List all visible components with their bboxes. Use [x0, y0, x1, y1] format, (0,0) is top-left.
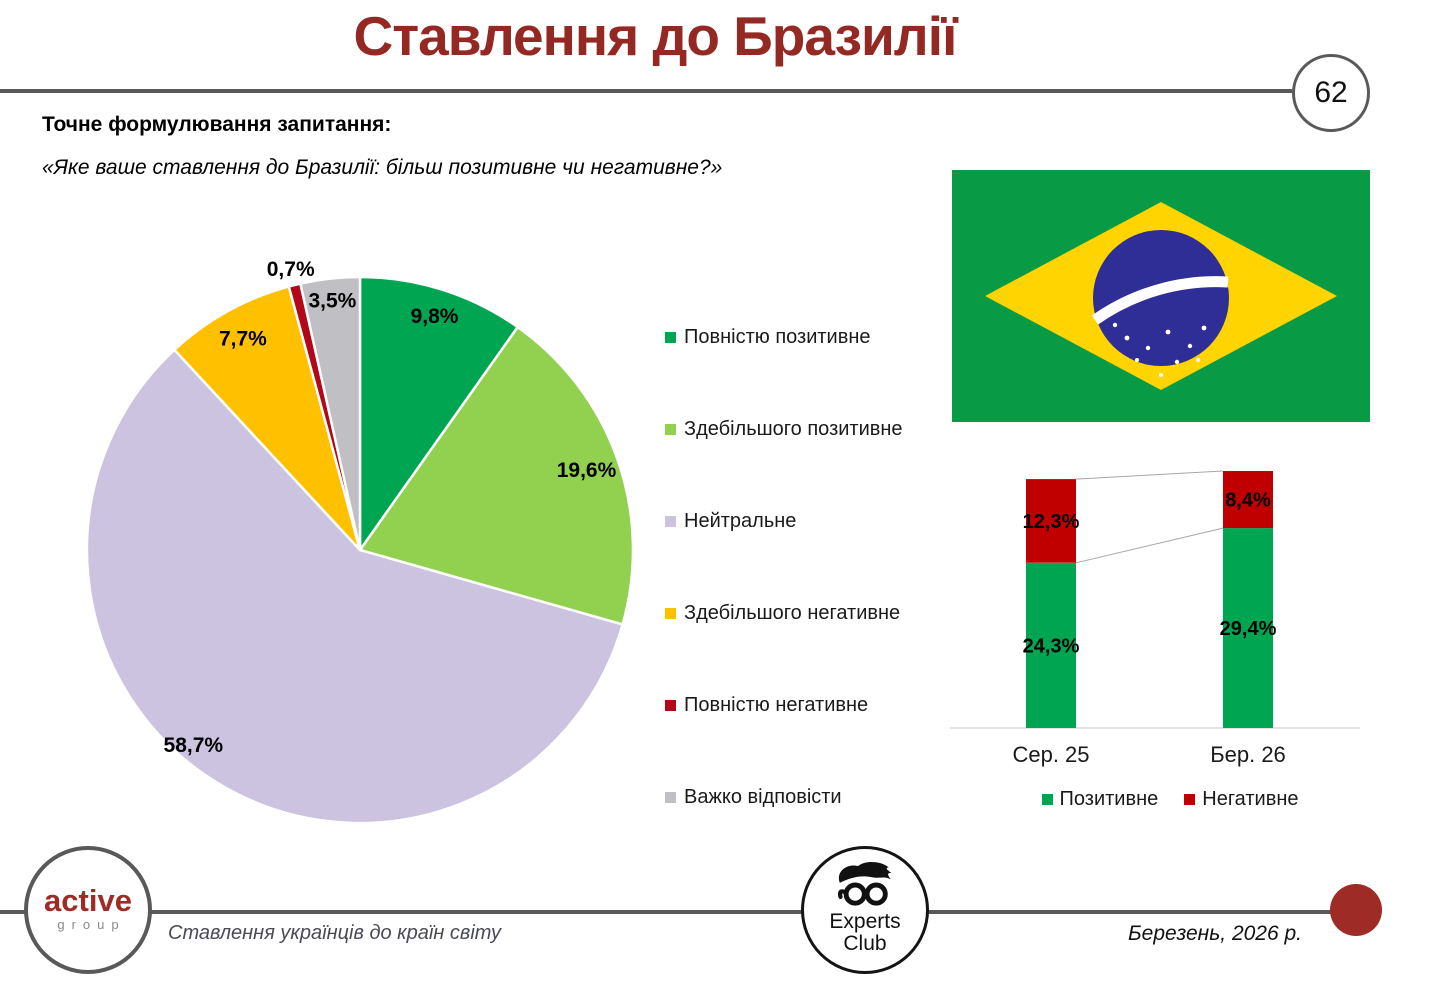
- flag-band: [1091, 276, 1229, 325]
- legend-swatch: [665, 699, 676, 711]
- legend-label: Позитивне: [1059, 788, 1159, 810]
- pie-slice-value: 19,6%: [557, 459, 617, 482]
- legend-label: Важко відповісти: [684, 785, 842, 808]
- page-number: 62: [1314, 76, 1348, 109]
- pie-legend-item: Здебільшого негативне: [665, 602, 900, 624]
- pie-slice-3: [173, 285, 362, 552]
- pie-slice-2: [85, 348, 624, 825]
- legend-label: Здебільшого позитивне: [684, 417, 903, 440]
- pie-chart: 9,8% 19,6% 58,7% 7,7% 0,7% 3,5%: [85, 258, 635, 825]
- flag-globe: [1093, 230, 1229, 366]
- legend-swatch: [665, 331, 676, 343]
- title-rule: [0, 89, 1292, 93]
- question-text: «Яке ваше ставлення до Бразилії: більш п…: [42, 156, 723, 179]
- legend-swatch: [665, 607, 676, 619]
- question-label: Точне формулювання запитання:: [42, 113, 392, 136]
- active-group-sub: group: [57, 917, 126, 933]
- legend-label: Повністю позитивне: [684, 325, 871, 348]
- bar-segment-value: 12,3%: [1023, 511, 1080, 533]
- pie-slice-0: [358, 275, 519, 552]
- bar-category-label: Бер. 26: [1210, 742, 1286, 767]
- bar-segment-value: 24,3%: [1023, 635, 1080, 657]
- bar-segment-value: 8,4%: [1225, 490, 1271, 512]
- footer-caption: Ставлення українців до країн світу: [168, 922, 501, 944]
- bar-category-label: Сер. 25: [1012, 742, 1089, 767]
- pie-slice-value: 7,7%: [219, 328, 267, 351]
- legend-label: Повністю негативне: [684, 693, 869, 716]
- legend-label: Нейтральне: [684, 509, 797, 532]
- series-connector-line: [1075, 470, 1224, 480]
- bar-segment-value: 29,4%: [1220, 618, 1277, 640]
- flag-stars: [1112, 322, 1207, 377]
- legend-swatch: [665, 423, 676, 435]
- active-group-logo: active group: [24, 846, 152, 974]
- pie-legend-item: Повністю негативне: [665, 694, 868, 716]
- pie-slice-value: 0,7%: [267, 258, 315, 281]
- experts-club-line1: Experts: [829, 910, 901, 933]
- experts-club-icon: [837, 861, 892, 906]
- pie-slice-value: 58,7%: [164, 734, 224, 757]
- bar-chart-plot: 24,3% 12,3% Сер. 25 29,4% 8,4% Бер. 26: [950, 470, 1360, 767]
- bar-legend: Позитивне Негативне: [950, 788, 1390, 811]
- footer-rule: [0, 910, 1378, 914]
- footer-date: Березень, 2026 р.: [1128, 922, 1303, 945]
- legend-label: Здебільшого негативне: [684, 601, 901, 624]
- pie-slice-value: 9,8%: [411, 305, 459, 328]
- pie-legend-item: Нейтральне: [665, 510, 796, 532]
- pie-slice-value: 3,5%: [308, 289, 356, 312]
- pie-legend-item: Здебільшого позитивне: [665, 418, 903, 440]
- pie-legend-item: Важко відповісти: [665, 786, 842, 808]
- bar-segment-Позитивне: [1026, 562, 1076, 728]
- pie-legend-item: Повністю позитивне: [665, 326, 871, 348]
- footer-end-dot: [1330, 884, 1382, 936]
- pie-legend: Повністю позитивне Здебільшого позитивне Н…: [665, 326, 965, 826]
- experts-club-line2: Club: [843, 932, 887, 956]
- active-group-name: active: [44, 883, 132, 919]
- bar-segment-Негативне: [1223, 471, 1273, 529]
- bar-segment-Позитивне: [1223, 528, 1273, 728]
- bar-legend-item: Позитивне: [1041, 788, 1159, 811]
- page-number-badge: 62: [1292, 54, 1370, 132]
- pie-slice-5: [299, 275, 362, 552]
- bar-segment-Негативне: [1026, 479, 1076, 563]
- experts-club-logo: Experts Club: [801, 846, 929, 974]
- legend-swatch: [665, 791, 676, 803]
- page-title: Ставлення до Бразилії: [353, 5, 958, 67]
- legend-swatch: [665, 515, 676, 527]
- series-connector-line: [1075, 527, 1224, 564]
- pie-slice-1: [358, 325, 635, 626]
- brazil-flag-image: [952, 170, 1370, 422]
- bar-legend-item: Негативне: [1184, 788, 1298, 811]
- trend-bar-chart: 24,3% 12,3% Сер. 25 29,4% 8,4% Бер. 26 Позити…: [950, 440, 1390, 840]
- legend-swatch: [1184, 794, 1196, 805]
- legend-label: Негативне: [1202, 788, 1299, 810]
- legend-swatch: [1041, 794, 1053, 805]
